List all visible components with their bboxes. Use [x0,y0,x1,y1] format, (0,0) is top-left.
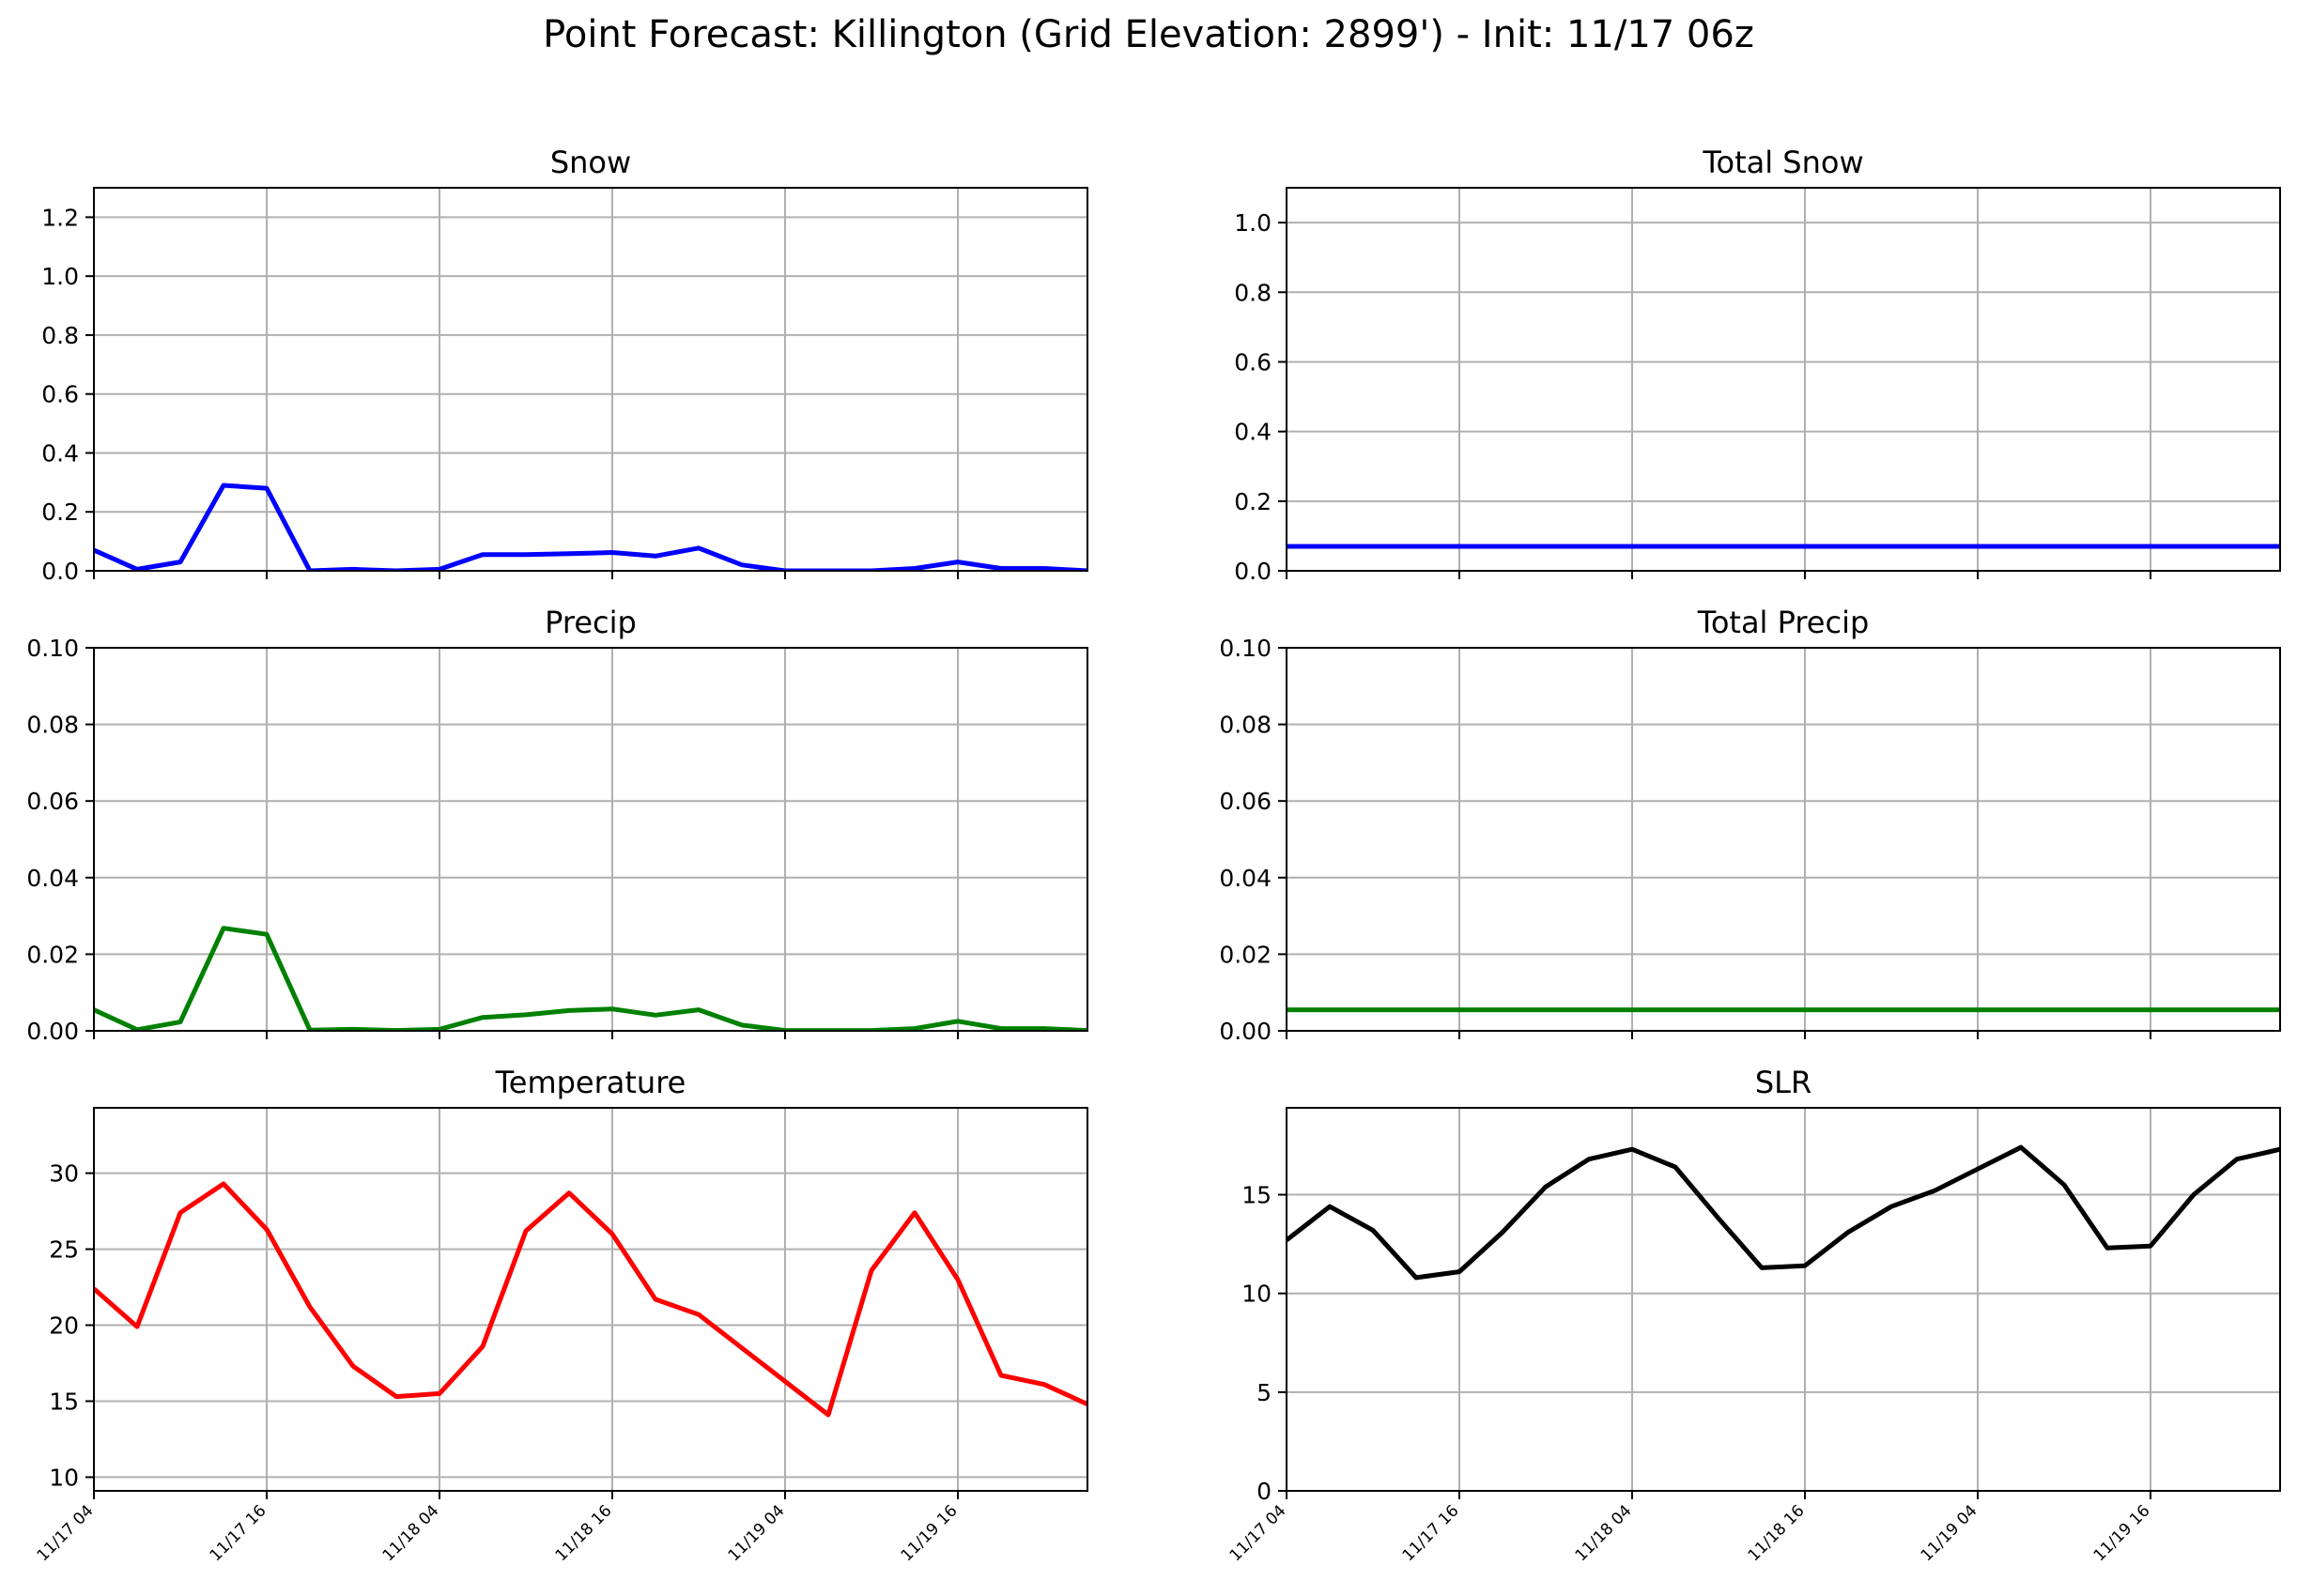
y-tick-label: 0.04 [26,865,79,892]
y-tick-label: 1.2 [41,204,79,231]
y-tick-label: 0.06 [26,788,79,815]
y-tick-label: 0.2 [41,499,79,526]
y-tick-label: 15 [1241,1182,1272,1209]
y-tick-label: 0.2 [1234,488,1272,515]
panel-title: Precip [545,605,637,640]
chart-panel: Snow 0.0 0.2 0.4 0.6 0.8 1.0 1.2 [41,145,1088,585]
y-tick-label: 0.0 [41,558,79,585]
chart-panel: Precip 0.00 0.02 0.04 0.06 0.08 0.10 [26,605,1088,1045]
y-tick-label: 0.02 [26,941,79,968]
y-tick-label: 0.0 [1234,558,1272,585]
panels: Snow 0.0 0.2 0.4 0.6 0.8 1.0 1.2 Total Snow 0.0 0.… [26,145,2281,1565]
y-tick-label: 25 [49,1236,79,1264]
series-line [94,1181,1087,1418]
y-tick-label: 0.6 [41,381,79,408]
series-line [94,483,1087,571]
y-tick-label: 0.02 [1219,941,1272,968]
y-tick-label: 1.0 [1234,209,1272,237]
y-tick-label: 15 [49,1388,79,1415]
axes-frame [93,647,1088,1032]
axes-frame [1286,647,2281,1032]
panel-title: SLR [1755,1065,1811,1100]
panel-title: Snow [550,145,631,180]
y-tick-label: 10 [1241,1281,1272,1308]
y-tick-label: 0.4 [41,439,79,467]
y-tick-label: 10 [49,1464,79,1491]
y-tick-label: 20 [49,1312,79,1340]
y-tick-label: 0.04 [1219,865,1272,892]
y-tick-label: 5 [1256,1379,1272,1406]
y-tick-label: 0.08 [1219,712,1272,739]
figure-title: Point Forecast: Killington (Grid Elevati… [543,13,1754,56]
axes-frame [93,1107,1088,1492]
y-tick-label: 0.8 [41,322,79,349]
panel-title: Total Snow [1702,145,1863,180]
y-tick-label: 1.0 [41,263,79,290]
series-line [94,926,1087,1031]
chart-panel: Total Snow 0.0 0.2 0.4 0.6 0.8 1.0 [1234,145,2281,585]
y-tick-label: 0.8 [1234,279,1272,306]
y-tick-label: 0.10 [1219,635,1272,662]
series-line [1287,1144,2280,1281]
y-tick-label: 0.00 [1219,1018,1272,1045]
axes-frame [1286,187,2281,572]
y-tick-label: 0 [1256,1478,1272,1505]
y-tick-label: 0.00 [26,1018,79,1045]
panel-title: Temperature [495,1065,686,1100]
y-tick-label: 0.6 [1234,348,1272,376]
panel-title: Total Precip [1697,605,1870,640]
axes-frame [1286,1107,2281,1492]
y-tick-label: 0.10 [26,635,79,662]
y-tick-label: 0.06 [1219,788,1272,815]
y-tick-label: 0.08 [26,712,79,739]
y-tick-label: 30 [49,1160,79,1188]
axes-frame [93,187,1088,572]
chart-panel: Total Precip 0.00 0.02 0.04 0.06 0.08 0.10 [1219,605,2281,1045]
y-tick-label: 0.4 [1234,419,1272,446]
